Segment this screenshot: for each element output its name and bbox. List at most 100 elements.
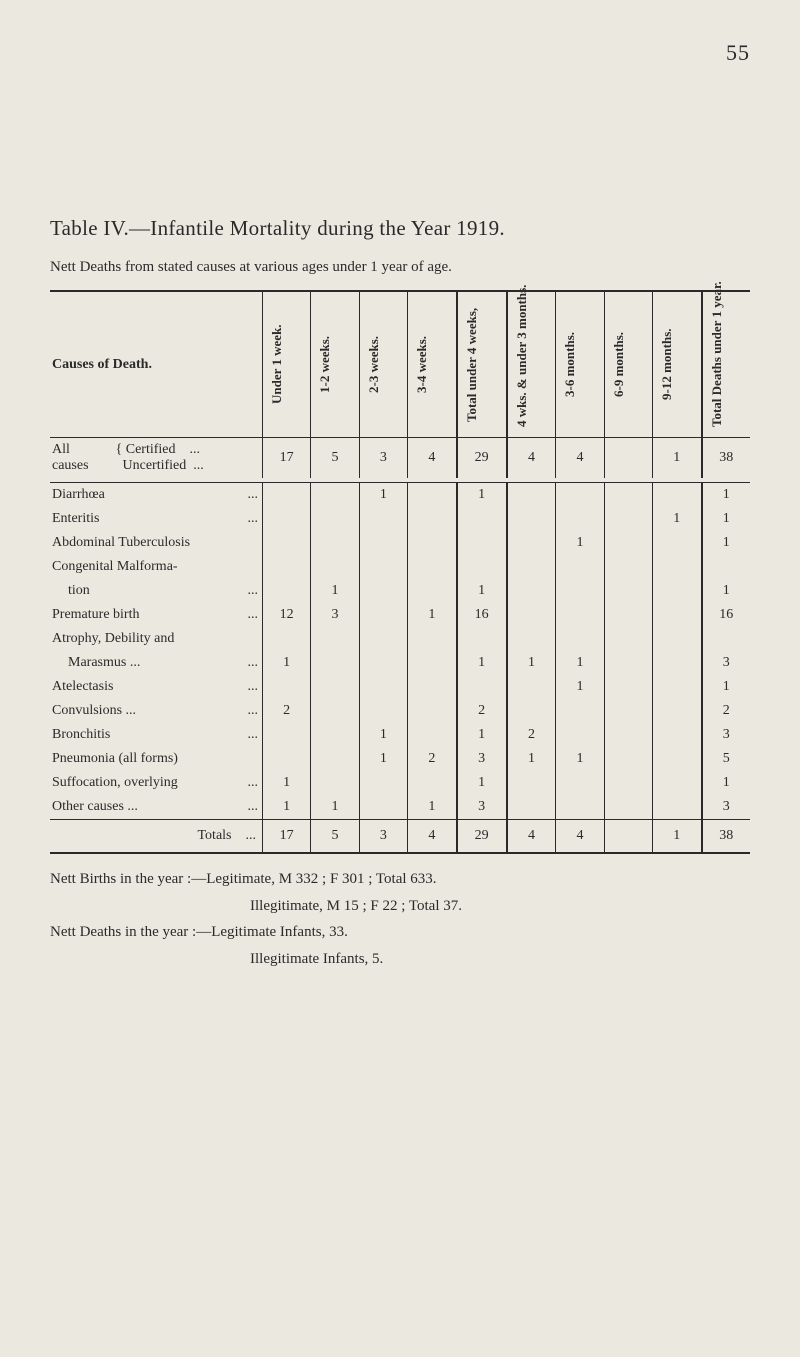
cell [652, 723, 701, 747]
cell [604, 555, 652, 579]
cause-cell: Enteritis... [50, 507, 263, 531]
cell: 1 [407, 603, 456, 627]
cell [507, 507, 556, 531]
ellipsis: ... [190, 442, 201, 457]
cell [604, 699, 652, 723]
cell [457, 627, 507, 651]
cell [604, 820, 652, 853]
cell [359, 531, 407, 555]
cell [652, 651, 701, 675]
col-total-under-4-weeks: Total under 4 weeks, [462, 296, 482, 433]
cell [604, 675, 652, 699]
cell [407, 531, 456, 555]
cell [359, 507, 407, 531]
cell [407, 723, 456, 747]
cell: 1 [702, 771, 750, 795]
cell [407, 627, 456, 651]
cell [556, 603, 604, 627]
table-row: Atelectasis...11 [50, 675, 750, 699]
col-3-4-weeks: 3-4 weeks. [412, 296, 432, 433]
table-row: Diarrhœa...111 [50, 483, 750, 508]
cell: 1 [702, 483, 750, 508]
cell [556, 483, 604, 508]
ellipsis: ... [193, 458, 204, 473]
footnote-births-legit: Nett Births in the year :—Legitimate, M … [50, 868, 750, 891]
cell [652, 531, 701, 555]
cell: 1 [652, 820, 701, 853]
cell [263, 579, 311, 603]
col-1-2-weeks: 1-2 weeks. [315, 296, 335, 433]
cell [263, 507, 311, 531]
cell [652, 771, 701, 795]
cell: 1 [359, 747, 407, 771]
cell: 1 [263, 651, 311, 675]
footnote-births-illegit: Illegitimate, M 15 ; F 22 ; Total 37. [50, 895, 750, 918]
causes-label: causes [52, 458, 112, 474]
cell [311, 507, 359, 531]
cell: 3 [702, 723, 750, 747]
cell [359, 627, 407, 651]
cell: 1 [556, 531, 604, 555]
cell [507, 603, 556, 627]
totals-label: Totals [197, 828, 231, 843]
cell: 4 [407, 438, 456, 479]
data-rows: Diarrhœa...111Enteritis...11Abdominal Tu… [50, 483, 750, 820]
table-row: Bronchitis...1123 [50, 723, 750, 747]
table-row: Abdominal Tuberculosis11 [50, 531, 750, 555]
table-row: Atrophy, Debility and [50, 627, 750, 651]
cell: 1 [507, 747, 556, 771]
cell [263, 675, 311, 699]
cell [311, 531, 359, 555]
certified-label: Certified [126, 442, 176, 457]
cell [359, 699, 407, 723]
cell: 1 [556, 651, 604, 675]
cell: 4 [507, 820, 556, 853]
cell: 38 [702, 820, 750, 853]
cell [359, 771, 407, 795]
cause-cell: Pneumonia (all forms) [50, 747, 263, 771]
cell [604, 747, 652, 771]
cell [604, 627, 652, 651]
cell: 4 [556, 820, 604, 853]
cell: 38 [702, 438, 750, 479]
cell [457, 555, 507, 579]
cell: 5 [311, 820, 359, 853]
cell: 1 [311, 579, 359, 603]
table-body: All { Certified ... causes Uncertified .… [50, 438, 750, 483]
table-row: Congenital Malforma- [50, 555, 750, 579]
cell: 3 [702, 651, 750, 675]
cell [652, 747, 701, 771]
cell [311, 699, 359, 723]
mortality-table-wrap: Causes of Death. Under 1 week. 1-2 weeks… [50, 290, 750, 854]
cause-cell: Convulsions ...... [50, 699, 263, 723]
cell [652, 483, 701, 508]
cell [604, 438, 652, 479]
cell: 5 [311, 438, 359, 479]
cell: 1 [359, 723, 407, 747]
col-9-12-months: 9-12 months. [657, 296, 677, 433]
cell: 17 [263, 438, 311, 479]
cell: 3 [359, 438, 407, 479]
footnotes: Nett Births in the year :—Legitimate, M … [50, 868, 750, 970]
cell [604, 771, 652, 795]
cell [263, 531, 311, 555]
totals-row: Totals ... 17 5 3 4 29 4 4 1 38 [50, 820, 750, 853]
footnote-deaths-legit: Nett Deaths in the year :—Legitimate Inf… [50, 921, 750, 944]
cell [311, 747, 359, 771]
cell: 1 [507, 651, 556, 675]
cause-cell: Abdominal Tuberculosis [50, 531, 263, 555]
cell: 1 [359, 483, 407, 508]
cell [311, 483, 359, 508]
cell [311, 723, 359, 747]
cell: 1 [556, 675, 604, 699]
mortality-table: Causes of Death. Under 1 week. 1-2 weeks… [50, 292, 750, 852]
cell: 16 [702, 603, 750, 627]
cell [556, 699, 604, 723]
cell: 1 [652, 507, 701, 531]
table-subtitle: Nett Deaths from stated causes at variou… [50, 259, 750, 276]
cell: 1 [702, 507, 750, 531]
cell [604, 603, 652, 627]
cell [407, 579, 456, 603]
cell: 2 [507, 723, 556, 747]
table-row: Premature birth...12311616 [50, 603, 750, 627]
